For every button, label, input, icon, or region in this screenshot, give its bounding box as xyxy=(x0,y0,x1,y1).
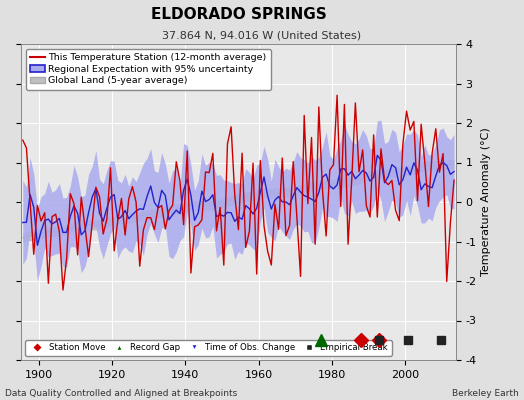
Text: 37.864 N, 94.016 W (United States): 37.864 N, 94.016 W (United States) xyxy=(162,30,362,40)
Text: Berkeley Earth: Berkeley Earth xyxy=(452,389,519,398)
Legend: Station Move, Record Gap, Time of Obs. Change, Empirical Break: Station Move, Record Gap, Time of Obs. C… xyxy=(25,340,391,356)
Text: Data Quality Controlled and Aligned at Breakpoints: Data Quality Controlled and Aligned at B… xyxy=(5,389,237,398)
Title: ELDORADO SPRINGS: ELDORADO SPRINGS xyxy=(150,7,326,22)
Y-axis label: Temperature Anomaly (°C): Temperature Anomaly (°C) xyxy=(481,128,491,276)
